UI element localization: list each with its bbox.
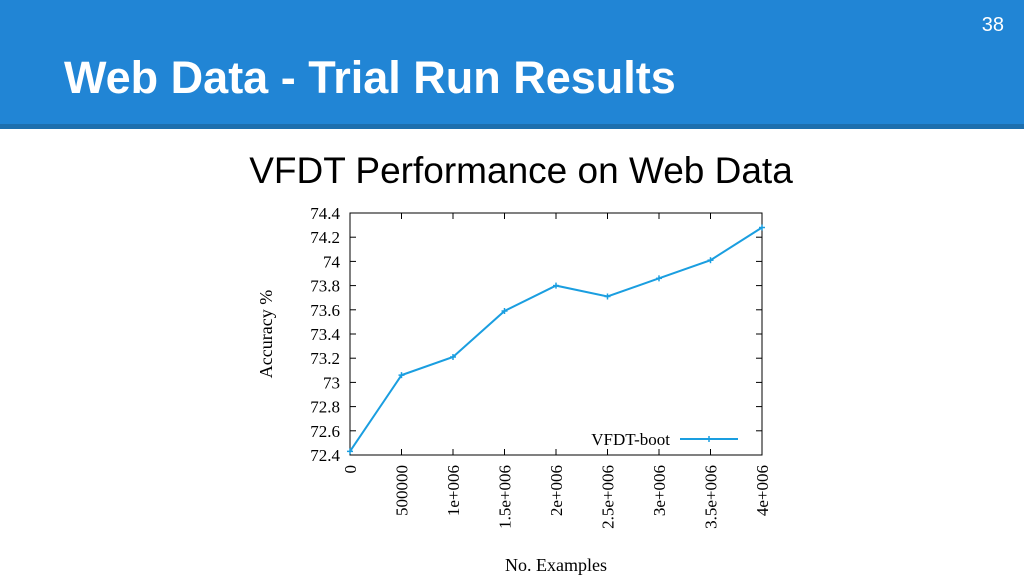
x-tick-label: 3.5e+006	[702, 465, 721, 529]
series-line-vfdt-boot	[349, 226, 763, 452]
y-tick-label: 73	[323, 373, 340, 392]
plot-frame	[349, 212, 763, 456]
x-tick-label: 3e+006	[650, 465, 669, 516]
data-point	[553, 282, 559, 289]
data-point	[450, 353, 456, 360]
data-point	[398, 372, 405, 379]
data-point	[604, 293, 611, 300]
y-tick-label: 74.2	[310, 228, 340, 247]
data-point	[347, 448, 353, 455]
y-tick-label: 72.4	[310, 446, 340, 465]
x-tick-label: 1.5e+006	[496, 465, 515, 529]
x-tick-label: 0	[341, 465, 360, 474]
y-tick-label: 73.2	[310, 349, 340, 368]
slide-title: Web Data - Trial Run Results	[64, 52, 676, 103]
x-tick-label: 2e+006	[547, 465, 566, 516]
y-tick-label: 74	[323, 252, 341, 271]
x-tick-label: 4e+006	[753, 465, 772, 516]
header-divider	[0, 124, 1024, 129]
y-axis-label: Accuracy %	[256, 290, 276, 378]
x-tick-label: 1e+006	[444, 465, 463, 516]
x-axis-label: No. Examples	[505, 555, 607, 575]
y-tick-label: 74.4	[310, 204, 340, 223]
y-tick-label: 73.4	[310, 325, 340, 344]
slide-number: 38	[981, 14, 1004, 36]
y-tick-label: 72.6	[310, 422, 340, 441]
data-point	[656, 275, 662, 282]
y-tick-label: 73.8	[310, 277, 340, 296]
data-point	[707, 257, 714, 264]
slide-header	[0, 0, 1024, 124]
data-point	[759, 224, 765, 231]
x-tick-label: 500000	[393, 465, 412, 516]
legend-label: VFDT-boot	[591, 430, 670, 449]
x-tick-label: 2.5e+006	[599, 465, 618, 529]
y-tick-label: 72.8	[310, 398, 340, 417]
y-tick-label: 73.6	[310, 301, 340, 320]
data-point	[501, 308, 508, 315]
chart-title: VFDT Performance on Web Data	[249, 150, 793, 191]
